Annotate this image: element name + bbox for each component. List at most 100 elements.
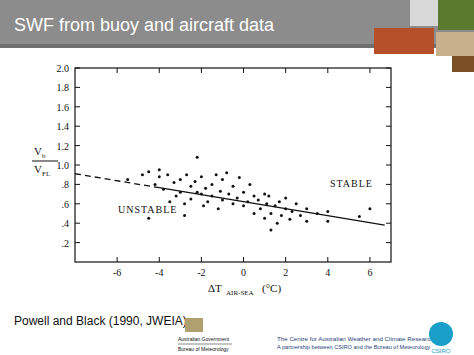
y-label-num-sub: b — [42, 152, 46, 160]
data-point — [154, 183, 157, 186]
x-tick — [369, 257, 370, 262]
photo — [438, 0, 474, 30]
centre-name: The Centre for Australian Weather and Cl… — [277, 335, 434, 342]
data-point — [194, 180, 197, 183]
x-tick — [369, 68, 370, 73]
data-point — [236, 196, 239, 199]
data-point — [225, 171, 228, 174]
gov-logo-rule — [178, 344, 232, 345]
slide: SWF from buoy and aircraft data.2.4.6.81… — [0, 0, 474, 355]
data-point — [232, 202, 235, 205]
data-point — [267, 195, 270, 198]
data-point — [276, 222, 279, 225]
y-tick — [75, 145, 80, 146]
data-point — [295, 202, 298, 205]
data-point — [217, 207, 220, 210]
y-label-bar — [32, 161, 58, 162]
x-tick — [327, 257, 328, 262]
data-point — [326, 210, 329, 213]
data-point — [210, 183, 213, 186]
plot-frame — [75, 68, 391, 262]
data-point — [269, 228, 272, 231]
y-tick — [75, 126, 80, 127]
annotation: UNSTABLE — [118, 204, 177, 215]
data-point — [219, 190, 222, 193]
x-tick-label: 2 — [283, 267, 288, 278]
data-point — [202, 204, 205, 207]
data-point — [278, 200, 281, 203]
x-label-unit: (°C) — [262, 282, 281, 295]
data-point — [257, 198, 260, 201]
data-point — [284, 196, 287, 199]
data-point — [368, 207, 371, 210]
y-tick-label: 1.0 — [57, 160, 70, 171]
data-point — [196, 156, 199, 159]
fit-line — [75, 174, 159, 188]
x-tick-label: -6 — [113, 267, 121, 278]
data-point — [248, 183, 251, 186]
y-tick — [75, 184, 80, 185]
x-tick — [327, 68, 328, 73]
data-point — [168, 200, 171, 203]
y-tick-label: 2.0 — [57, 63, 70, 74]
csiro-text: CSIRO — [431, 348, 450, 354]
x-tick-label: 4 — [325, 267, 330, 278]
photo — [374, 28, 434, 54]
data-point — [147, 170, 150, 173]
annotation: STABLE — [330, 178, 373, 189]
citation: Powell and Black (1990, JWEIA) — [14, 314, 187, 328]
x-tick — [117, 257, 118, 262]
fit-line — [159, 188, 384, 225]
y-tick — [386, 126, 391, 127]
data-point — [299, 214, 302, 217]
data-point — [305, 220, 308, 223]
y-label-den-sub: FL — [42, 170, 50, 178]
data-point — [305, 207, 308, 210]
x-tick-label: -2 — [197, 267, 205, 278]
y-tick — [386, 203, 391, 204]
data-point — [242, 204, 245, 207]
slide-title: SWF from buoy and aircraft data — [14, 15, 275, 35]
y-tick-label: .2 — [62, 238, 70, 249]
data-point — [204, 187, 207, 190]
gov-logo-text: Australian Government — [178, 336, 230, 342]
y-tick-label: 1.4 — [57, 121, 70, 132]
x-tick — [285, 68, 286, 73]
data-point — [326, 220, 329, 223]
y-label-den: V — [34, 163, 42, 175]
data-point — [263, 193, 266, 196]
csiro-logo — [429, 322, 453, 346]
data-point — [200, 175, 203, 178]
y-tick — [386, 223, 391, 224]
photo — [436, 32, 474, 56]
data-point — [175, 195, 178, 198]
x-tick — [243, 257, 244, 262]
x-tick — [243, 68, 244, 73]
x-tick-label: 0 — [241, 267, 246, 278]
data-point — [126, 178, 129, 181]
y-tick-label: .6 — [62, 199, 70, 210]
y-tick — [75, 87, 80, 88]
y-tick — [75, 165, 80, 166]
data-point — [189, 185, 192, 188]
data-point — [147, 217, 150, 220]
data-point — [185, 173, 188, 176]
data-point — [242, 191, 245, 194]
y-tick — [386, 165, 391, 166]
y-tick — [75, 68, 80, 69]
x-label-sub: AIR-SEA — [226, 289, 254, 297]
photo — [410, 0, 438, 26]
data-point — [141, 173, 144, 176]
data-point — [189, 197, 192, 200]
y-tick-label: 1.8 — [57, 82, 70, 93]
y-tick — [75, 106, 80, 107]
y-label-num: V — [34, 145, 42, 157]
partnership: A partnership between CSIRO and the Bure… — [277, 344, 431, 350]
gov-logo-text: Bureau of Meteorology — [178, 346, 229, 352]
chart: .2.4.6.81.01.21.41.61.82.0-6-4-20246VbVF… — [32, 63, 391, 297]
data-point — [227, 193, 230, 196]
data-point — [179, 178, 182, 181]
data-point — [358, 215, 361, 218]
data-point — [215, 173, 218, 176]
crest — [185, 318, 203, 332]
